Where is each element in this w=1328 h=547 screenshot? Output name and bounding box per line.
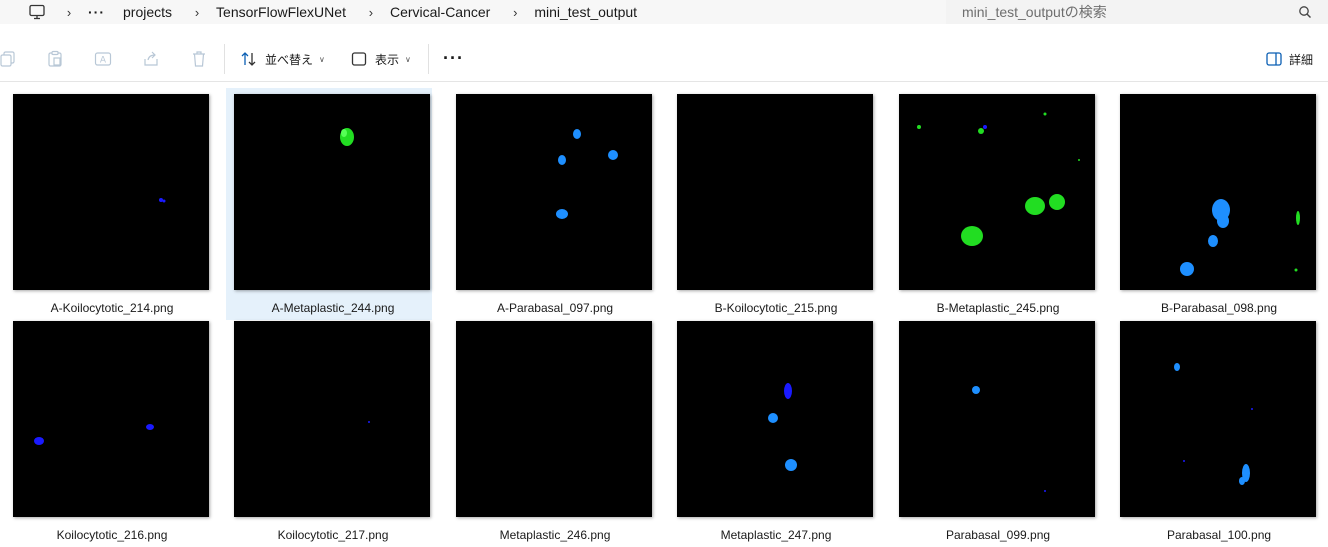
file-name: Koilocytotic_216.png (56, 528, 168, 542)
segmentation-mask (340, 128, 354, 146)
image-thumbnail (456, 94, 652, 290)
view-label: 表示 (375, 52, 400, 67)
segmentation-mask (917, 112, 1080, 246)
details-pane-icon (1266, 52, 1282, 66)
file-name: Parabasal_099.png (945, 528, 1051, 542)
image-thumbnail (677, 321, 873, 517)
image-thumbnail (234, 321, 430, 517)
file-name: Metaplastic_247.png (720, 528, 832, 542)
chevron-right-icon[interactable]: › (194, 4, 200, 20)
chevron-down-icon: ∨ (405, 54, 411, 64)
file-name: B-Metaplastic_245.png (936, 301, 1060, 315)
file-name: A-Koilocytotic_214.png (50, 301, 174, 315)
breadcrumb-overflow-button[interactable]: ··· (88, 4, 105, 20)
file-name: Parabasal_100.png (1166, 528, 1272, 542)
image-thumbnail (677, 94, 873, 290)
sort-icon (241, 52, 256, 66)
breadcrumb-item-tensorflowflexunet[interactable]: TensorFlowFlexUNet (216, 4, 346, 20)
chevron-right-icon[interactable]: › (66, 4, 72, 20)
file-name: Koilocytotic_217.png (277, 528, 389, 542)
details-label: 詳細 (1289, 52, 1314, 67)
image-thumbnail (1120, 94, 1316, 290)
file-name: B-Parabasal_098.png (1160, 301, 1278, 315)
file-tile[interactable]: A-Koilocytotic_214.png (5, 88, 211, 320)
segmentation-mask (677, 94, 873, 290)
image-thumbnail (1120, 321, 1316, 517)
file-tile[interactable]: B-Koilocytotic_215.png (669, 88, 875, 320)
address-bar-row: › ··· projects › TensorFlowFlexUNet › Ce… (0, 0, 1328, 24)
delete-icon[interactable] (190, 50, 208, 68)
file-tile[interactable]: A-Metaplastic_244.png (226, 88, 432, 320)
computer-icon[interactable] (28, 3, 46, 21)
breadcrumb-item-mini-test-output[interactable]: mini_test_output (534, 4, 638, 20)
segmentation-mask (34, 424, 154, 445)
file-name: A-Metaplastic_244.png (271, 301, 395, 315)
file-tile[interactable]: Koilocytotic_216.png (5, 315, 211, 547)
breadcrumb-item-cervical-cancer[interactable]: Cervical-Cancer (389, 4, 491, 20)
details-button[interactable]: 詳細 (1266, 48, 1313, 70)
file-tile[interactable]: Parabasal_100.png (1112, 315, 1318, 547)
view-button[interactable]: 表示 ∨ (351, 48, 411, 70)
file-name: B-Koilocytotic_215.png (714, 301, 838, 315)
segmentation-mask (972, 386, 1046, 492)
file-tile[interactable]: Koilocytotic_217.png (226, 315, 432, 547)
chevron-down-icon: ∨ (319, 54, 325, 64)
command-bar: A 並べ替え ∨ 表示 ∨ ··· 詳細 (0, 36, 1328, 82)
sort-button[interactable]: 並べ替え ∨ (241, 48, 325, 70)
segmentation-mask (368, 421, 370, 423)
file-tile[interactable]: Metaplastic_246.png (448, 315, 654, 547)
segmentation-mask (556, 129, 618, 219)
image-thumbnail (13, 321, 209, 517)
breadcrumb-item-projects[interactable]: projects (123, 4, 173, 20)
image-thumbnail (13, 94, 209, 290)
chevron-right-icon[interactable]: › (368, 4, 374, 20)
copy-icon[interactable] (0, 50, 18, 68)
file-grid: A-Koilocytotic_214.png A-Metaplastic_244… (0, 82, 1328, 542)
search-placeholder: mini_test_outputの検索 (962, 4, 1107, 20)
sort-label: 並べ替え (265, 52, 314, 67)
segmentation-mask (456, 321, 652, 517)
svg-text:A: A (100, 56, 107, 66)
file-tile[interactable]: Parabasal_099.png (891, 315, 1097, 547)
paste-icon[interactable] (46, 50, 64, 68)
file-tile[interactable]: B-Metaplastic_245.png (891, 88, 1097, 320)
toolbar-divider (224, 44, 225, 74)
search-icon[interactable] (1298, 5, 1312, 19)
rename-icon[interactable]: A (94, 50, 112, 68)
image-thumbnail (899, 94, 1095, 290)
file-tile[interactable]: B-Parabasal_098.png (1112, 88, 1318, 320)
view-icon (351, 52, 367, 66)
share-icon[interactable] (142, 50, 160, 68)
segmentation-mask (1180, 199, 1300, 276)
image-thumbnail (899, 321, 1095, 517)
more-options-icon[interactable]: ··· (443, 48, 464, 68)
segmentation-mask (1174, 363, 1253, 485)
segmentation-mask (768, 383, 797, 471)
search-input[interactable]: mini_test_outputの検索 (946, 0, 1328, 24)
segmentation-mask (159, 198, 166, 203)
file-tile[interactable]: Metaplastic_247.png (669, 315, 875, 547)
file-name: Metaplastic_246.png (499, 528, 611, 542)
file-tile[interactable]: A-Parabasal_097.png (448, 88, 654, 320)
image-thumbnail (456, 321, 652, 517)
image-thumbnail (234, 94, 430, 290)
breadcrumb: › ··· projects › TensorFlowFlexUNet › Ce… (16, 0, 668, 24)
toolbar-divider (428, 44, 429, 74)
file-name: A-Parabasal_097.png (496, 301, 614, 315)
chevron-right-icon[interactable]: › (513, 4, 518, 20)
